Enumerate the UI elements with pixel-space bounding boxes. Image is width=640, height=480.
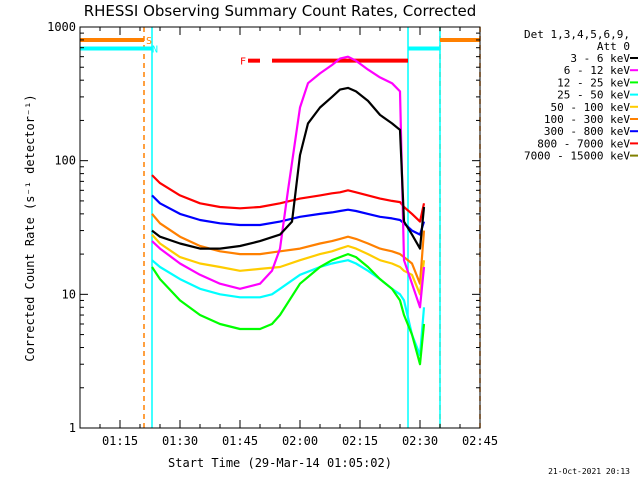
x-tick-label-5: 02:30 [402, 434, 438, 448]
chart-title: RHESSI Observing Summary Count Rates, Co… [84, 2, 477, 20]
legend-label-3: 25 - 50 keV [557, 89, 630, 102]
legend-label-4: 50 - 100 keV [551, 101, 631, 114]
y-axis-label: Corrected Count Rate (s⁻¹ detector⁻¹) [23, 94, 37, 361]
x-tick-label-1: 01:30 [162, 434, 198, 448]
footer-timestamp: 21-Oct-2021 20:13 [548, 467, 630, 476]
x-axis-label: Start Time (29-Mar-14 01:05:02) [168, 456, 392, 470]
annotation-s: S [146, 36, 152, 47]
legend-label-2: 12 - 25 keV [557, 76, 630, 89]
legend-label-0: 3 - 6 keV [570, 52, 630, 65]
x-tick-label-2: 01:45 [222, 434, 258, 448]
plot-frame [79, 26, 481, 429]
x-tick-label-3: 02:00 [282, 434, 318, 448]
x-tick-label-0: 01:15 [102, 434, 138, 448]
series-line-1 [151, 55, 426, 309]
y-tick-label-2: 100 [54, 154, 76, 168]
series-line-0 [151, 86, 426, 250]
y-tick-label-0: 1 [69, 421, 76, 435]
legend-label-7: 800 - 7000 keV [537, 137, 630, 150]
legend-label-8: 7000 - 15000 keV [524, 150, 630, 163]
plot-area: SN F 1 10 100 1000 01:15 01:30 01:45 02:00 02:15 02… [47, 20, 498, 448]
annotation-f: F [240, 57, 246, 68]
legend-header-2: Att 0 [597, 40, 630, 53]
legend-label-1: 6 - 12 keV [564, 64, 631, 77]
legend-header-1: Det 1,3,4,5,6,9, [524, 28, 630, 41]
legend-label-6: 300 - 800 keV [544, 125, 630, 138]
y-tick-label-3: 1000 [47, 20, 76, 34]
x-tick-label-4: 02:15 [342, 434, 378, 448]
series-line-2 [151, 253, 426, 366]
annotation-n: N [152, 45, 158, 56]
series-line-4 [151, 233, 426, 296]
series-line-3 [151, 259, 426, 357]
legend-label-5: 100 - 300 keV [544, 113, 630, 126]
y-tick-label-1: 10 [62, 287, 76, 301]
x-tick-label-6: 02:45 [462, 434, 498, 448]
